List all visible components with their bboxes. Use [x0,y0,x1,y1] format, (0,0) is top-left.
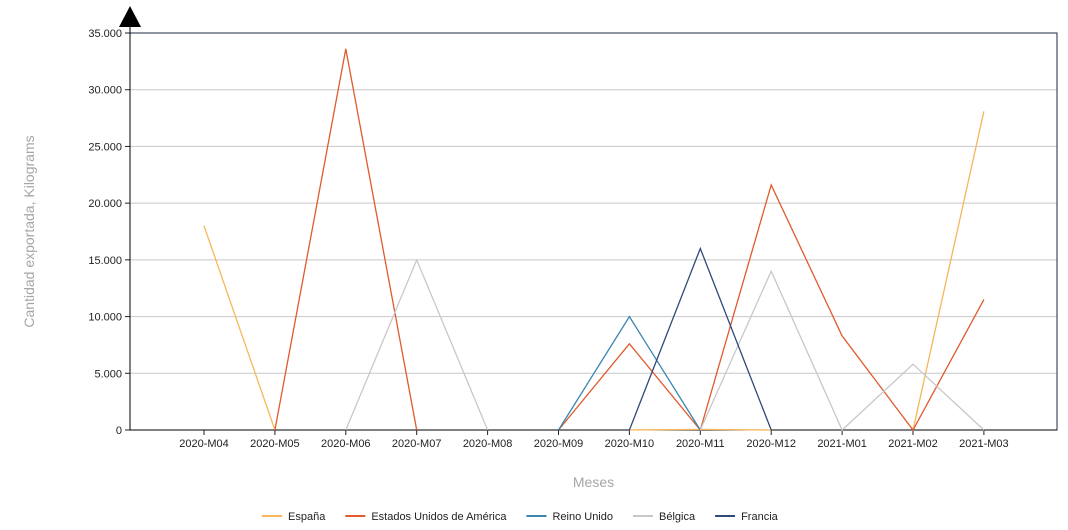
y-axis-title: Cantidad exportada, Kilograms [21,135,37,327]
series-line-3 [345,258,489,431]
x-axis-title: Meses [573,474,614,490]
series-line-4 [628,246,772,431]
y-tick-label: 25.000 [88,141,122,153]
x-tick-label: 2020-M12 [746,438,796,450]
legend: España Estados Unidos de América Reino Uni… [262,511,779,523]
y-tick-label: 20.000 [88,198,122,210]
x-tick-label: 2020-M11 [676,438,725,450]
y-tick-label: 5.000 [94,368,122,380]
x-tick-label: 2020-M09 [534,438,584,450]
series-line-0 [912,111,985,431]
y-tick-label: 15.000 [88,255,122,267]
x-tick-label: 2021-M02 [888,438,938,450]
series-line-0 [203,225,276,431]
y-tick-label: 30.000 [88,85,122,97]
legend-label: Estados Unidos de América [371,511,507,523]
series-line-1 [274,48,418,431]
y-axis-arrow-icon [119,6,141,27]
x-tick-label: 2021-M03 [959,438,1009,450]
x-axis: 2020-M04 2020-M05 2020-M06 2020-M07 2020-M08… [179,430,1009,450]
x-tick-label: 2020-M06 [321,438,371,450]
legend-label: España [288,511,326,523]
series-group [203,48,985,432]
legend-label: Bélgica [659,511,696,523]
y-axis: 0 5.000 10.000 15.000 20.000 25.000 30.000 35.0… [88,20,1057,437]
series-line-1 [557,183,985,432]
y-tick-label: 35.000 [88,28,122,40]
x-tick-label: 2020-M05 [250,438,300,450]
legend-label: Francia [741,511,779,523]
y-tick-label: 0 [116,425,122,437]
legend-label: Reino Unido [552,511,613,523]
series-line-3 [699,269,985,432]
series-line-2 [557,315,701,431]
x-tick-label: 2020-M07 [392,438,442,450]
gridlines [130,89,1057,374]
plot-frame [129,32,1058,431]
x-tick-label: 2020-M04 [179,438,229,450]
y-tick-label: 10.000 [88,312,122,324]
x-tick-label: 2020-M08 [463,438,513,450]
x-tick-label: 2021-M01 [817,438,867,450]
x-tick-label: 2020-M10 [605,438,655,450]
